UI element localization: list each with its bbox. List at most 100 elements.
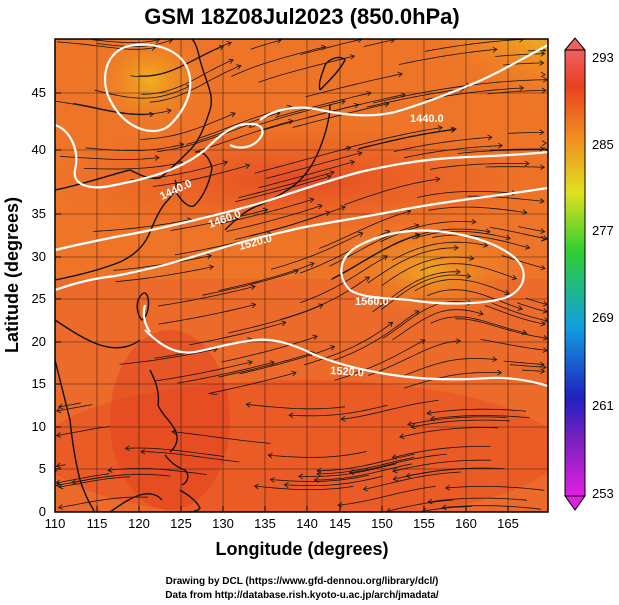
streamline-arrow-icon <box>437 125 443 131</box>
streamline-arrow-icon <box>288 119 294 125</box>
streamline <box>314 463 413 481</box>
y-axis-label: Latitude (degrees) <box>2 197 22 353</box>
x-axis-label: Longitude (degrees) <box>215 539 388 559</box>
x-tick-label: 150 <box>371 516 393 531</box>
streamline-arrow-icon <box>320 44 327 51</box>
streamline-arrow-icon <box>542 308 548 314</box>
streamline <box>158 304 256 325</box>
streamline-arrow-icon <box>329 345 336 351</box>
coast-japan-kyushu-honshu <box>224 104 331 231</box>
streamline <box>393 467 492 480</box>
contour-label: 1440.0 <box>410 113 444 125</box>
streamline-arrow-icon <box>498 142 504 149</box>
streamline-arrow-icon <box>309 350 315 357</box>
streamline-arrow-icon <box>326 174 332 180</box>
streamline-arrow-icon <box>283 482 289 488</box>
streamline <box>85 143 184 151</box>
streamline <box>392 446 491 459</box>
streamline <box>154 361 253 382</box>
streamline <box>303 321 393 366</box>
y-axis-ticks: 0 5 10 15 20 25 30 35 40 45 <box>32 85 46 519</box>
streamline-arrow-icon <box>329 170 335 176</box>
streamline-arrow-icon <box>420 339 426 345</box>
streamline-arrow-icon <box>340 205 346 211</box>
streamline <box>308 94 406 118</box>
streamline-arrow-icon <box>539 60 545 66</box>
streamline-arrow-icon <box>392 475 398 482</box>
streamline <box>521 369 545 372</box>
streamline <box>239 346 335 375</box>
streamline <box>56 404 93 412</box>
streamline <box>428 497 527 503</box>
contour-1560 <box>340 229 525 305</box>
y-tick-label: 45 <box>32 85 46 100</box>
streamline <box>393 228 491 245</box>
streamline-arrow-icon <box>267 452 273 459</box>
geopotential-contours <box>55 43 548 388</box>
streamline <box>392 459 492 472</box>
streamline-arrow-icon <box>269 476 275 483</box>
streamline-arrow-icon <box>226 41 232 47</box>
streamline <box>83 162 183 170</box>
streamline <box>125 447 225 457</box>
streamline <box>430 316 527 334</box>
coast-south-china <box>55 319 141 349</box>
streamline-arrow-icon <box>540 164 545 170</box>
streamline-arrow-icon <box>540 50 546 57</box>
streamline <box>445 485 545 491</box>
streamline <box>430 415 530 420</box>
streamline <box>372 271 461 313</box>
streamline-arrow-icon <box>451 126 457 133</box>
streamline-arrow-icon <box>349 159 356 166</box>
streamline-arrow-icon <box>405 209 412 215</box>
streamline <box>284 475 383 486</box>
streamline-arrow-icon <box>421 507 427 512</box>
streamline-arrow-icon <box>542 76 548 83</box>
streamline-arrow-icon <box>524 244 531 250</box>
streamline <box>432 234 530 249</box>
streamline <box>289 404 388 417</box>
streamline-arrow-icon <box>57 403 64 410</box>
streamline <box>157 123 252 153</box>
colorbar-bottom-arrow <box>564 495 586 511</box>
streamline <box>411 419 510 428</box>
streamline-arrow-icon <box>288 412 294 419</box>
streamline <box>399 427 499 438</box>
streamline-arrow-icon <box>541 364 547 370</box>
streamline <box>152 164 250 187</box>
coast-china-east <box>55 179 177 281</box>
streamline <box>380 221 476 243</box>
streamline <box>495 53 545 57</box>
streamline <box>58 476 131 488</box>
streamline <box>258 55 355 83</box>
streamline <box>56 473 110 484</box>
streamline <box>428 206 527 214</box>
streamline-arrow-icon <box>414 223 420 229</box>
streamline-arrow-icon <box>441 504 447 511</box>
streamline <box>56 464 66 467</box>
chart-title: GSM 18Z08Jul2023 (850.0hPa) <box>144 4 460 29</box>
coast-hokkaido <box>318 56 346 91</box>
streamline-arrow-icon <box>340 99 346 105</box>
contour-1520-south <box>144 329 548 388</box>
streamline <box>218 262 315 291</box>
streamline-arrow-icon <box>166 108 172 114</box>
streamline <box>349 453 447 474</box>
streamline <box>386 499 454 512</box>
streamline-arrow-icon <box>540 236 546 242</box>
y-tick-label: 15 <box>32 376 46 391</box>
x-tick-label: 165 <box>497 516 519 531</box>
streamline-arrow-icon <box>316 471 322 477</box>
streamline-arrow-icon <box>478 310 484 316</box>
streamline <box>417 191 516 198</box>
streamline <box>485 166 545 168</box>
streamline-arrow-icon <box>222 160 229 166</box>
streamline <box>115 266 214 283</box>
colorbar-body <box>564 49 586 497</box>
x-tick-label: 140 <box>296 516 318 531</box>
y-tick-label: 25 <box>32 291 46 306</box>
streamline <box>270 232 363 270</box>
streamline-arrow-icon <box>543 317 548 323</box>
streamline-arrow-icon <box>228 58 234 64</box>
streamline-arrow-icon <box>426 409 432 416</box>
